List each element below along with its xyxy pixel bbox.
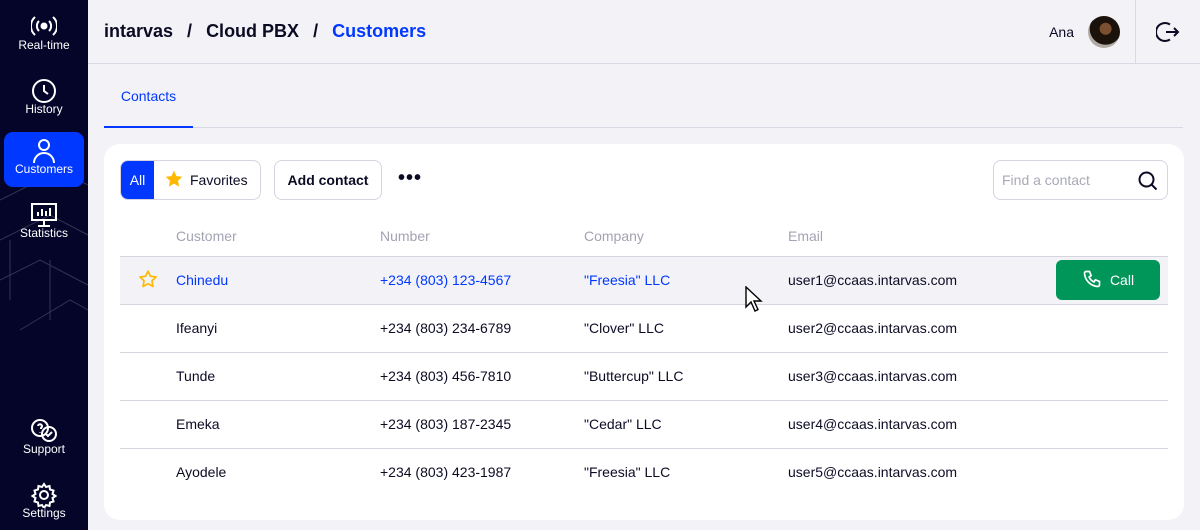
column-company: Company xyxy=(584,216,788,257)
phone-number[interactable]: +234 (803) 234-6789 xyxy=(380,304,584,353)
filter-favorites-button[interactable]: Favorites xyxy=(154,161,260,199)
filter-segment: All Favorites xyxy=(120,160,261,200)
email: user2@ccaas.intarvas.com xyxy=(788,304,1056,353)
sidebar-item-customers[interactable]: Customers xyxy=(4,132,84,187)
table-row[interactable]: Emeka +234 (803) 187-2345 "Cedar" LLC us… xyxy=(120,400,1168,449)
breadcrumb-separator: / xyxy=(313,21,319,41)
star-filled-icon xyxy=(164,169,184,192)
tab-contacts[interactable]: Contacts xyxy=(104,64,193,128)
company-name[interactable]: "Freesia" LLC xyxy=(584,464,671,481)
table-row[interactable]: Ifeanyi +234 (803) 234-6789 "Clover" LLC… xyxy=(120,304,1168,353)
mouse-cursor-icon xyxy=(745,285,763,317)
call-label: Call xyxy=(1109,272,1135,288)
company-name[interactable]: "Cedar" LLC xyxy=(584,400,788,449)
divider xyxy=(1135,0,1136,63)
phone-number[interactable]: +234 (803) 187-2345 xyxy=(380,400,584,449)
email: user4@ccaas.intarvas.com xyxy=(788,400,1056,449)
sidebar-item-real-time[interactable]: Real-time xyxy=(4,8,84,62)
add-contact-button[interactable]: Add contact xyxy=(274,160,382,200)
user-menu[interactable]: Ana xyxy=(1049,16,1120,48)
table-row[interactable]: Ayodele +234 (803) 423-1987 "Freesia" LL… xyxy=(120,448,1168,496)
customer-name[interactable]: Chinedu xyxy=(176,256,380,305)
breadcrumb-separator: / xyxy=(187,21,193,41)
more-options-button[interactable]: ••• xyxy=(398,167,423,189)
favorites-label: Favorites xyxy=(190,172,248,188)
search-input[interactable] xyxy=(1002,172,1132,188)
broadcast-icon xyxy=(4,8,84,38)
search-icon[interactable] xyxy=(1137,170,1159,197)
customer-name[interactable]: Tunde xyxy=(176,352,380,401)
email: user3@ccaas.intarvas.com xyxy=(788,352,1056,401)
header: intarvas / Cloud PBX / Customers Ana xyxy=(88,0,1200,64)
column-customer: Customer xyxy=(176,216,380,257)
sidebar-item-support[interactable]: Support xyxy=(4,412,84,466)
breadcrumb-item[interactable]: Cloud PBX xyxy=(206,21,300,41)
breadcrumb-current: Customers xyxy=(332,21,427,41)
support-chat-icon xyxy=(4,412,84,442)
phone-number[interactable]: +234 (803) 423-1987 xyxy=(380,464,512,481)
search-box xyxy=(993,160,1168,200)
column-email: Email xyxy=(788,216,1056,257)
table-header: Customer Number Company Email xyxy=(120,216,1168,257)
clock-icon xyxy=(4,72,84,103)
customer-name[interactable]: Emeka xyxy=(176,400,380,449)
company-name[interactable]: "Freesia" LLC xyxy=(584,256,788,305)
user-icon xyxy=(4,132,84,164)
phone-number[interactable]: +234 (803) 456-7810 xyxy=(380,352,584,401)
breadcrumb: intarvas / Cloud PBX / Customers xyxy=(104,21,426,42)
phone-icon xyxy=(1082,269,1102,292)
logout-icon[interactable] xyxy=(1155,20,1180,49)
company-name[interactable]: "Buttercup" LLC xyxy=(584,352,788,401)
table-row[interactable]: Tunde +234 (803) 456-7810 "Buttercup" LL… xyxy=(120,352,1168,401)
table-row[interactable]: Chinedu +234 (803) 123-4567 "Freesia" LL… xyxy=(120,256,1168,305)
sidebar: Real-time History Customers Statistics S… xyxy=(0,0,88,530)
company-name[interactable]: "Clover" LLC xyxy=(584,304,788,353)
star-outline-icon[interactable] xyxy=(138,269,158,292)
call-button[interactable]: Call xyxy=(1056,260,1160,300)
email: user1@ccaas.intarvas.com xyxy=(788,256,1056,305)
user-name: Ana xyxy=(1049,24,1074,40)
phone-number[interactable]: +234 (803) 123-4567 xyxy=(380,256,584,305)
filter-all-button[interactable]: All xyxy=(121,161,154,199)
customer-name[interactable]: Ifeanyi xyxy=(176,304,380,353)
customer-name[interactable]: Ayodele xyxy=(176,464,227,481)
avatar[interactable] xyxy=(1088,16,1120,48)
breadcrumb-item[interactable]: intarvas xyxy=(104,21,174,41)
sidebar-item-history[interactable]: History xyxy=(4,72,84,126)
contacts-card: All Favorites Add contact ••• Customer N… xyxy=(104,144,1184,520)
gear-icon xyxy=(4,476,84,510)
sidebar-item-settings[interactable]: Settings xyxy=(4,476,84,530)
sidebar-item-statistics[interactable]: Statistics xyxy=(4,196,84,250)
chart-monitor-icon xyxy=(4,196,84,227)
email: user5@ccaas.intarvas.com xyxy=(788,464,958,481)
column-number: Number xyxy=(380,216,584,257)
contacts-table: Customer Number Company Email Chinedu +2… xyxy=(120,216,1168,496)
tab-bar: Contacts xyxy=(104,64,1183,128)
